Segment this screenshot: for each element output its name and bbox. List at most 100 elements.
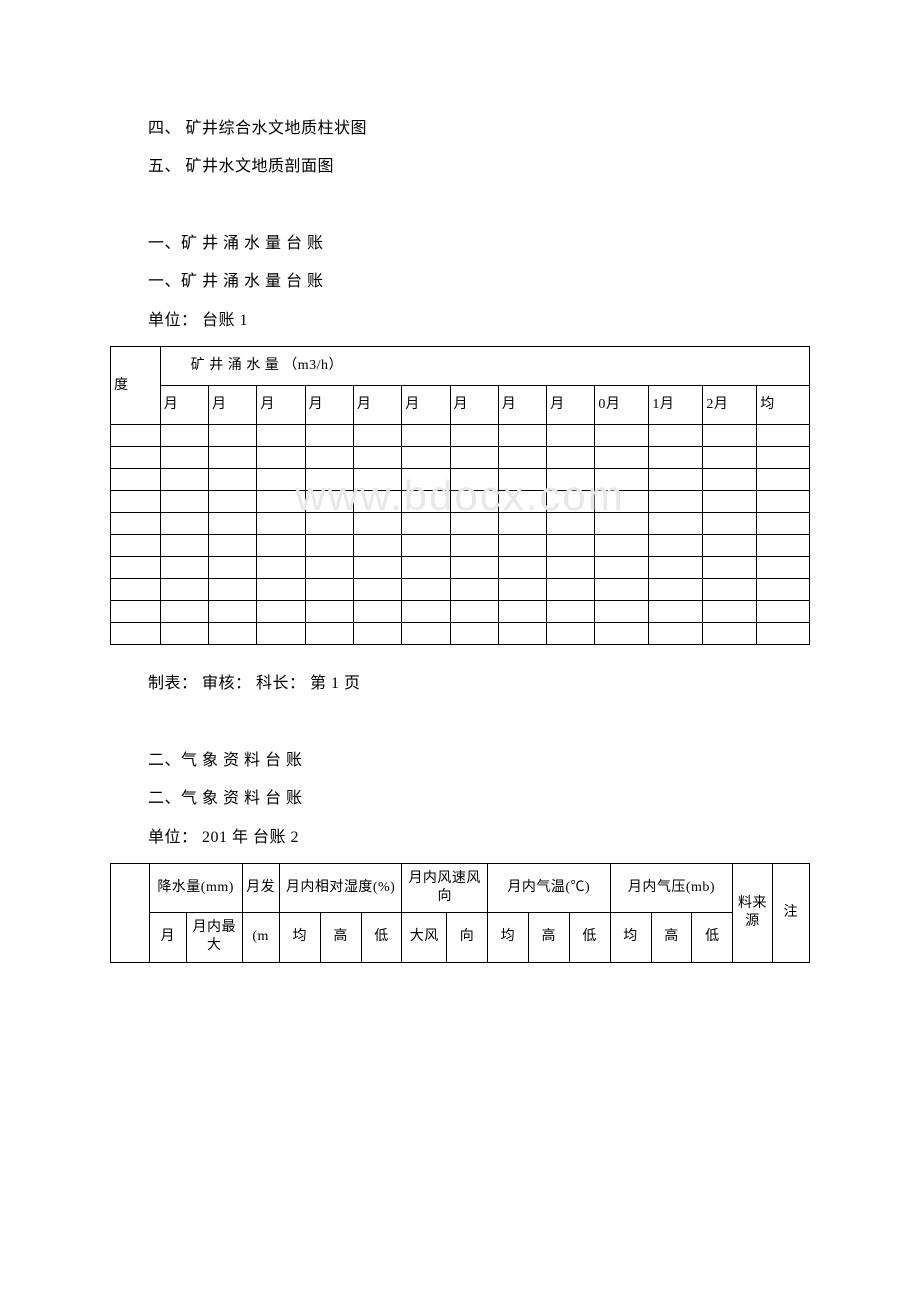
t2-press-sub1: 均 [610, 913, 651, 962]
table1-cell [757, 535, 810, 557]
table1-cell [209, 447, 257, 469]
table1-cell [703, 557, 757, 579]
table1-cell [305, 557, 353, 579]
table1-month-6: 月 [450, 386, 498, 425]
table1-cell [209, 535, 257, 557]
section2-unit: 单位： 201 年 台账 2 [148, 819, 810, 857]
t2-note-head: 注 [772, 863, 809, 962]
table1-cell [111, 579, 161, 601]
table1-cell [547, 513, 595, 535]
table1-cell [209, 623, 257, 645]
t2-source-head: 料来源 [733, 863, 772, 962]
table1-cell [450, 425, 498, 447]
table1-cell [111, 491, 161, 513]
table1-cell [649, 601, 703, 623]
table1-cell [305, 623, 353, 645]
table1-cell [305, 513, 353, 535]
table1-cell [305, 491, 353, 513]
table1-cell [703, 425, 757, 447]
table1-cell [595, 557, 649, 579]
table1-cell [595, 535, 649, 557]
table1-month-10: 1月 [649, 386, 703, 425]
t2-precip-head: 降水量(mm) [149, 863, 242, 912]
table1-cell [649, 535, 703, 557]
table1-cell [160, 469, 208, 491]
table1-cell [257, 491, 305, 513]
table1-cell [757, 491, 810, 513]
table1-cell [209, 557, 257, 579]
table1-cell [757, 579, 810, 601]
table1-cell [547, 491, 595, 513]
table1-month-12: 均 [757, 386, 810, 425]
table1-cell [305, 579, 353, 601]
t2-blank-head [111, 863, 150, 962]
table1-cell [547, 557, 595, 579]
t2-wind-sub1: 大风 [402, 913, 447, 962]
table1-cell [547, 579, 595, 601]
table1-month-3: 月 [305, 386, 353, 425]
t2-wind-sub2: 向 [447, 913, 488, 962]
table1-cell [649, 469, 703, 491]
table1-month-0: 月 [160, 386, 208, 425]
table1-cell [498, 623, 546, 645]
table1-cell [402, 535, 450, 557]
table1-cell [757, 425, 810, 447]
section1-heading-b: 一、矿 井 涌 水 量 台 账 [148, 263, 810, 301]
table1-cell [209, 425, 257, 447]
table1-cell [209, 579, 257, 601]
table1-cell [595, 601, 649, 623]
table1-cell [498, 601, 546, 623]
table1-cell [160, 513, 208, 535]
table1-cell [111, 601, 161, 623]
t2-press-sub3: 低 [692, 913, 733, 962]
table1-cell [111, 425, 161, 447]
table1-cell [257, 513, 305, 535]
table1-cell [305, 447, 353, 469]
table1-cell [257, 579, 305, 601]
t2-temp-sub3: 低 [569, 913, 610, 962]
table1-cell [595, 425, 649, 447]
table1-cell [353, 425, 401, 447]
table1-cell [111, 557, 161, 579]
table1-cell [209, 491, 257, 513]
table1-cell [402, 623, 450, 645]
table1-cell [160, 491, 208, 513]
section1-unit: 单位： 台账 1 [148, 302, 810, 340]
table1-cell [160, 425, 208, 447]
section2-heading-b: 二、气 象 资 料 台 账 [148, 780, 810, 818]
table1-cell [757, 469, 810, 491]
table1-month-1: 月 [209, 386, 257, 425]
table1-cell [257, 601, 305, 623]
table1-cell [757, 513, 810, 535]
t2-temp-head: 月内气温(℃) [487, 863, 610, 912]
table1-cell [353, 579, 401, 601]
table1-cell [703, 447, 757, 469]
table1-cell [305, 535, 353, 557]
table1-cell [703, 469, 757, 491]
t2-pressure-head: 月内气压(mb) [610, 863, 733, 912]
table1-cell [498, 447, 546, 469]
table1-cell [450, 513, 498, 535]
table1-cell [305, 425, 353, 447]
table1-cell [450, 469, 498, 491]
t2-precip-sub2: 月内最大 [186, 913, 242, 962]
table1-cell [305, 601, 353, 623]
t2-press-sub2: 高 [651, 913, 692, 962]
table1-cell [160, 601, 208, 623]
list-item-5: 五、 矿井水文地质剖面图 [148, 148, 810, 186]
table1-cell [649, 623, 703, 645]
table1-cell [353, 447, 401, 469]
table1-month-5: 月 [402, 386, 450, 425]
t2-evap-sub: (m [242, 913, 279, 962]
table1-cell [402, 601, 450, 623]
table1-cell [111, 469, 161, 491]
t2-hum-sub2: 高 [320, 913, 361, 962]
table1-cell [703, 535, 757, 557]
table1-tophead: 矿 井 涌 水 量 （m3/h） [160, 346, 809, 385]
table1-cell [160, 579, 208, 601]
table1-cell [498, 579, 546, 601]
water-inflow-table: 度 矿 井 涌 水 量 （m3/h） 月月月月月月月月月0月1月2月均 [110, 346, 810, 645]
table1-cell [353, 601, 401, 623]
table1-cell [402, 491, 450, 513]
table1-cell [353, 469, 401, 491]
